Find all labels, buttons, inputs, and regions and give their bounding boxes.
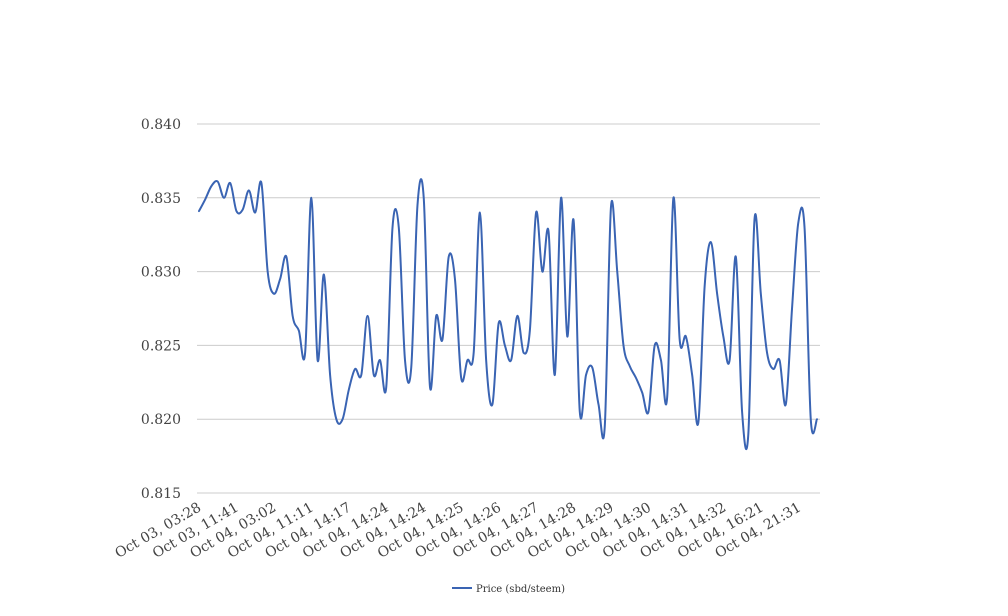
y-tick-label: 0.815: [141, 486, 181, 502]
y-tick-label: 0.830: [141, 265, 181, 281]
chart-legend[interactable]: Price (sbd/steem): [452, 584, 565, 595]
series-line-price: [198, 178, 818, 450]
y-tick-label: 0.835: [141, 191, 181, 207]
chart-series: [198, 178, 818, 450]
y-axis-ticks: 0.815 0.820 0.825 0.830 0.835 0.840: [141, 117, 181, 502]
y-tick-label: 0.820: [141, 412, 181, 428]
y-tick-label: 0.840: [141, 117, 181, 133]
legend-label-price: Price (sbd/steem): [476, 584, 565, 595]
y-tick-label: 0.825: [141, 338, 181, 354]
chart-gridlines: [197, 123, 820, 494]
